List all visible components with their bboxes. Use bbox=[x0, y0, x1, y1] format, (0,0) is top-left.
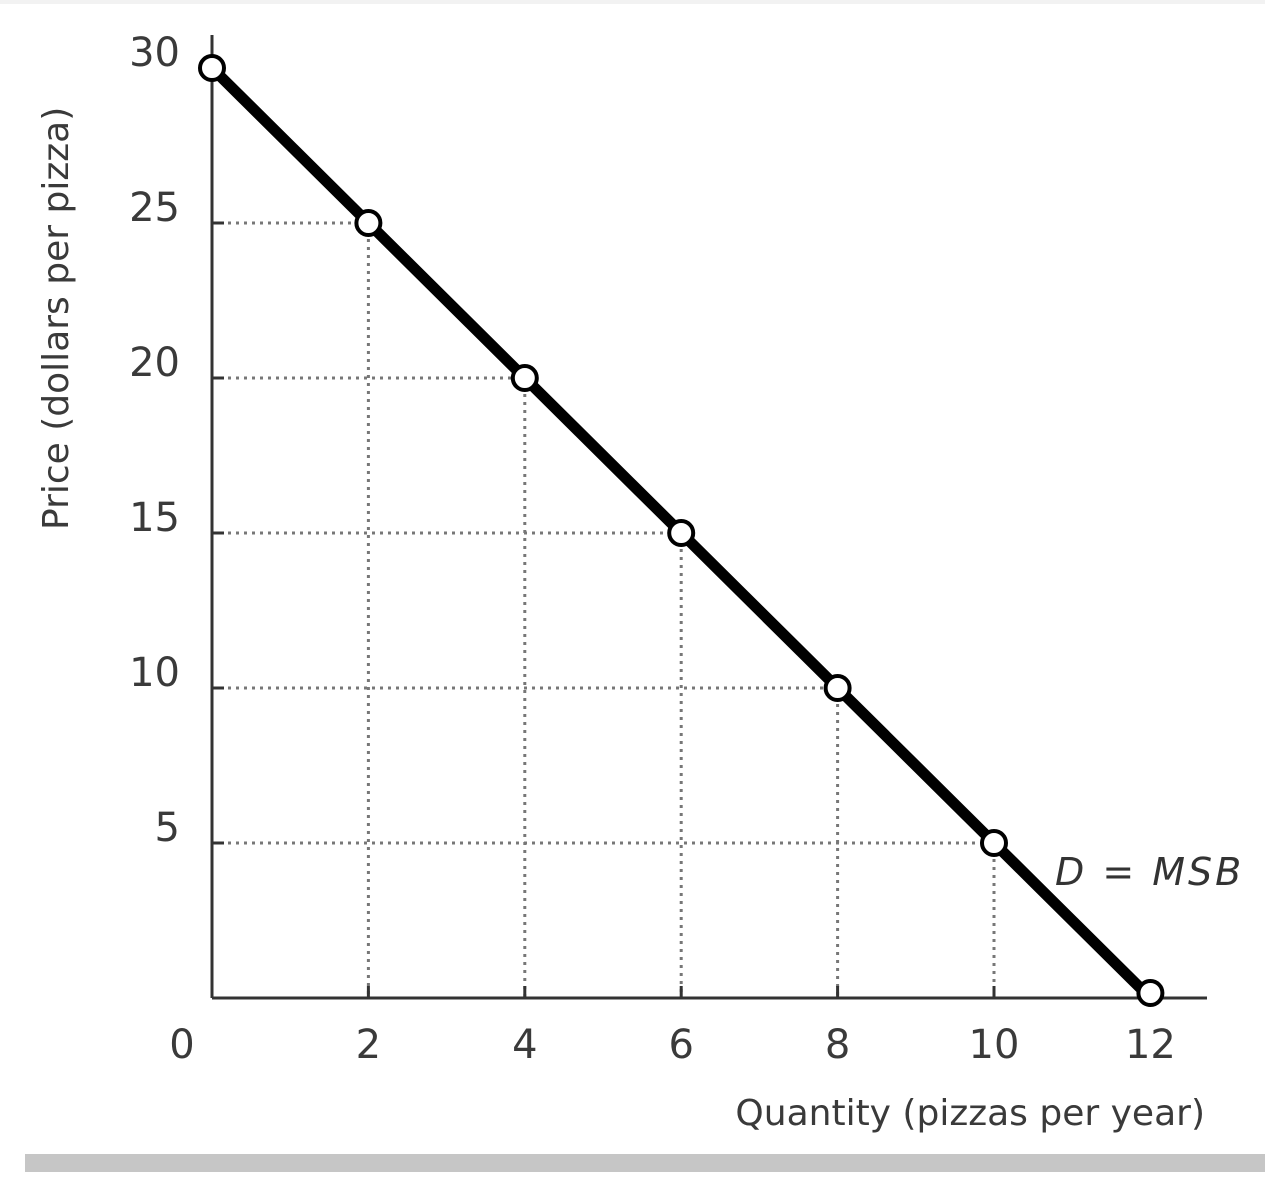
svg-text:10: 10 bbox=[129, 650, 180, 696]
svg-text:10: 10 bbox=[969, 1022, 1020, 1068]
svg-text:8: 8 bbox=[825, 1022, 850, 1068]
top-border bbox=[0, 0, 1265, 4]
curve-label: D = MSB bbox=[1055, 850, 1244, 894]
y-ticks: 5 10 15 20 25 30 bbox=[129, 30, 224, 851]
svg-text:15: 15 bbox=[129, 495, 180, 541]
x-axis-label: Quantity (pizzas per year) bbox=[735, 1093, 1205, 1134]
data-point-markers bbox=[198, 54, 1165, 1007]
svg-text:2: 2 bbox=[356, 1022, 381, 1068]
svg-text:0: 0 bbox=[169, 1022, 194, 1068]
svg-text:30: 30 bbox=[129, 30, 180, 76]
svg-text:6: 6 bbox=[668, 1022, 693, 1068]
y-axis-label: Price (dollars per pizza) bbox=[36, 107, 77, 530]
svg-text:20: 20 bbox=[129, 340, 180, 386]
svg-text:5: 5 bbox=[155, 805, 180, 851]
x-ticks: 0 2 4 6 8 10 12 bbox=[169, 986, 1176, 1068]
svg-text:4: 4 bbox=[512, 1022, 537, 1068]
bottom-divider bbox=[25, 1154, 1265, 1172]
svg-text:12: 12 bbox=[1125, 1022, 1176, 1068]
svg-text:25: 25 bbox=[129, 185, 180, 231]
dotted-guides bbox=[212, 221, 996, 998]
